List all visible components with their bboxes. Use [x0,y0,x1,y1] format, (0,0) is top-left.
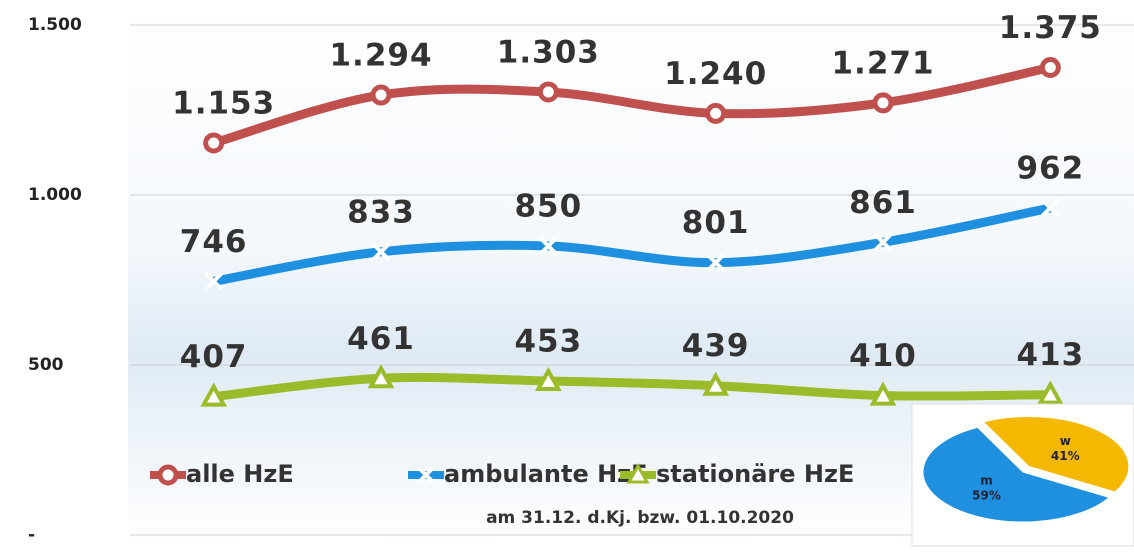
marker [200,382,228,407]
marker [873,232,893,252]
marker [872,92,894,114]
marker [705,102,727,124]
y-tick-label: 500 [28,355,64,375]
pie-value-label: 59% [972,489,1001,503]
pie-slice [982,416,1130,493]
marker [702,371,730,396]
data-label: 801 [682,205,750,241]
series-line [212,63,1052,148]
marker [537,81,559,103]
marker [367,364,395,389]
marker [371,242,391,262]
data-label: 1.294 [329,38,432,74]
data-label: 746 [180,224,248,260]
marker [1036,380,1064,405]
data-label: 861 [849,185,917,221]
data-label: 453 [514,323,582,359]
series-line [212,203,1052,286]
pie-slice-group: m59% [922,426,1111,523]
data-label: 1.240 [664,56,767,92]
legend-label: stationäre HzE [656,460,854,488]
pie-category: w [1060,434,1071,448]
data-label: 1.153 [172,85,275,121]
y-tick-label: 1.000 [28,185,82,205]
marker [204,271,224,291]
marker [1040,198,1060,218]
legend-marker [157,464,179,486]
data-label: 962 [1016,150,1084,186]
data-label: 1.303 [497,34,600,70]
data-label: 407 [180,339,248,375]
marker [534,366,562,391]
data-label: 833 [347,194,415,230]
marker [706,253,726,273]
legend-marker [626,462,650,484]
data-label: 413 [1016,337,1084,373]
pie-category: m [980,474,993,488]
marker [538,236,558,256]
data-label: 439 [682,328,750,364]
pie-value-label: 41% [1051,449,1080,463]
y-tick-label: 1.500 [28,15,82,35]
subtitle: am 31.12. d.Kj. bzw. 01.10.2020 [486,508,794,528]
legend-label: ambulante HzE [444,460,648,488]
series-line [213,372,1051,402]
pie-slice [922,426,1111,523]
marker [869,381,897,406]
y-tick-label: - [28,525,35,545]
legend-marker [417,466,435,484]
data-label: 461 [347,321,415,357]
pie-slice-group: w41% [982,416,1130,493]
data-label: 850 [514,189,582,225]
marker [203,132,225,154]
marker [1039,57,1061,78]
data-label: 1.271 [831,45,934,81]
data-label: 410 [849,338,917,374]
data-label: 1.375 [999,10,1102,46]
legend-label: alle HzE [186,460,294,488]
marker [370,84,392,106]
